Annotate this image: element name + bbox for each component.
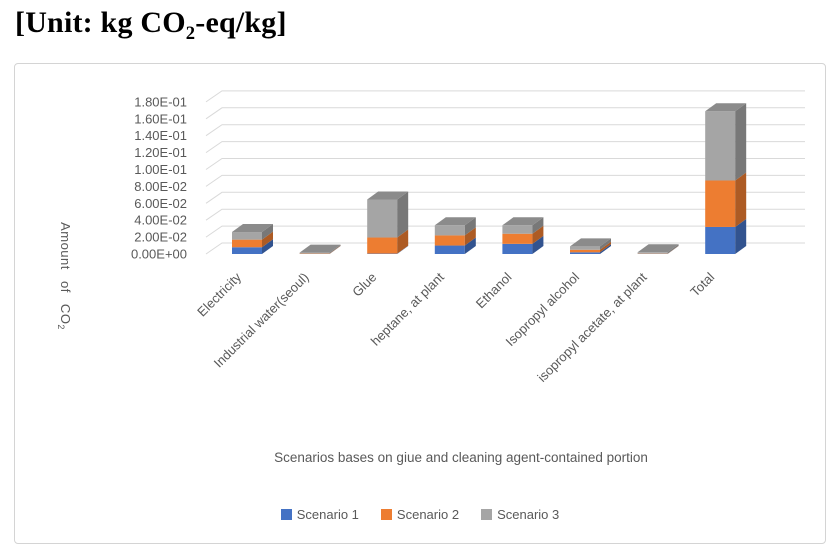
bar-top-face <box>570 238 611 247</box>
y-axis-title: Amount of CO2 <box>56 222 73 330</box>
bar-segment-side <box>532 235 544 254</box>
legend-label: Scenario 2 <box>396 507 460 522</box>
bar-top-face <box>299 244 341 253</box>
y-tick-label: 2.00E-02 <box>134 230 187 245</box>
bar-segment-side <box>600 241 611 253</box>
legend-swatch <box>481 509 493 520</box>
bar-segment-side <box>532 225 544 244</box>
bar-segment-front <box>299 252 330 254</box>
bar-segment-front <box>232 239 262 248</box>
bar-segment-side <box>600 238 611 250</box>
gridline <box>205 141 805 154</box>
bar-segment-side <box>735 172 747 227</box>
bar-segment-front <box>434 245 465 254</box>
bar-segment-front <box>232 247 262 254</box>
gridline <box>205 191 805 204</box>
x-category-label: Electricity <box>194 269 244 319</box>
bar-top-face <box>637 244 679 253</box>
x-category-label: heptane, at plant <box>368 269 447 348</box>
bar-segment-front <box>367 199 398 238</box>
bar-segment-side <box>464 237 476 254</box>
bar-segment-front <box>705 180 736 227</box>
bar-segment-side <box>600 244 611 254</box>
x-category-label: Ethanol <box>473 269 515 311</box>
y-tick-label: 0.00E+00 <box>131 247 187 262</box>
bar-segment-side <box>667 245 679 254</box>
bar-segment-front <box>570 249 600 253</box>
bar-segment-side <box>329 245 341 254</box>
bar-segment-front <box>637 252 668 254</box>
bar-segment-side <box>397 229 409 254</box>
y-tick-label: 1.60E-01 <box>134 111 187 126</box>
legend-item-scenario-1: Scenario 1 <box>280 507 359 522</box>
bar-segment-side <box>532 217 544 234</box>
legend-item-scenario-3: Scenario 3 <box>481 507 559 522</box>
y-tick-label: 1.80E-01 <box>134 94 187 109</box>
bar-segment-side <box>667 245 679 254</box>
y-tick-label: 1.40E-01 <box>134 128 187 143</box>
chart-area: 0.00E+00 2.00E-02 4.00E-02 6.00E-02 8.00E-02… <box>14 63 826 544</box>
chart-legend: Scenario 1 Scenario 2 Scenario 3 <box>15 507 825 522</box>
bar-segment-side <box>262 224 273 240</box>
bar-top-face <box>232 224 273 233</box>
y-tick-label: 8.00E-02 <box>134 179 187 194</box>
bar-segment-front <box>232 232 262 240</box>
legend-label: Scenario 1 <box>296 507 359 522</box>
bar-segment-front <box>367 237 398 254</box>
bar-segment-side <box>329 245 341 254</box>
gridline <box>205 90 805 103</box>
bar-segment-side <box>735 218 747 254</box>
gridline <box>205 107 805 120</box>
gridline <box>205 225 805 238</box>
x-category-label: Total <box>687 269 717 299</box>
unit-title-suffix: -eq/kg] <box>195 6 287 39</box>
bar-segment-front <box>502 243 533 254</box>
gridline <box>205 158 805 170</box>
bar-segment-side <box>397 191 409 238</box>
bar-segment-side <box>464 217 476 236</box>
x-category-label: isopropyl acetate, at plant <box>534 269 650 385</box>
unit-title-subscript: 2 <box>185 23 196 44</box>
bar-top-face <box>367 191 409 200</box>
x-category-label: Glue <box>349 270 379 300</box>
bar-segment-side <box>262 239 273 254</box>
bar-segment-side <box>735 103 747 181</box>
stacked-bar-chart-3d: 0.00E+00 2.00E-02 4.00E-02 6.00E-02 8.00E-02… <box>56 90 805 465</box>
legend-item-scenario-2: Scenario 2 <box>380 507 460 522</box>
legend-label: Scenario 3 <box>497 507 560 522</box>
bar-segment-side <box>397 245 409 254</box>
bar-segment-side <box>329 244 341 254</box>
bar-segment-side <box>464 227 476 246</box>
bar-segment-front <box>434 235 465 246</box>
legend-swatch <box>280 509 292 520</box>
unit-title-prefix: [Unit: kg CO <box>15 6 186 39</box>
bar-segment-front <box>434 225 465 236</box>
bar-top-face <box>434 217 476 226</box>
bar-segment-front <box>705 226 736 254</box>
unit-title: [Unit: kg CO2-eq/kg] <box>15 6 287 43</box>
bar-segment-front <box>705 111 736 181</box>
gridline <box>205 174 805 187</box>
bar-segment-front <box>570 246 600 250</box>
legend-swatch <box>380 509 392 520</box>
bar-segment-side <box>262 231 273 248</box>
y-tick-label: 1.20E-01 <box>134 145 187 160</box>
bar-top-face <box>502 217 544 226</box>
bar-top-face <box>705 103 747 112</box>
y-tick-label: 1.00E-01 <box>134 162 187 177</box>
y-tick-label: 4.00E-02 <box>134 213 187 228</box>
y-tick-label: 6.00E-02 <box>134 196 187 211</box>
bar-segment-front <box>502 225 533 234</box>
gridline <box>205 208 805 221</box>
gridline <box>205 124 805 137</box>
bar-segment-front <box>502 233 533 244</box>
bar-segment-front <box>570 252 600 254</box>
bar-segment-side <box>667 244 679 254</box>
x-axis-title: Scenarios bases on giue and cleaning age… <box>274 450 648 465</box>
